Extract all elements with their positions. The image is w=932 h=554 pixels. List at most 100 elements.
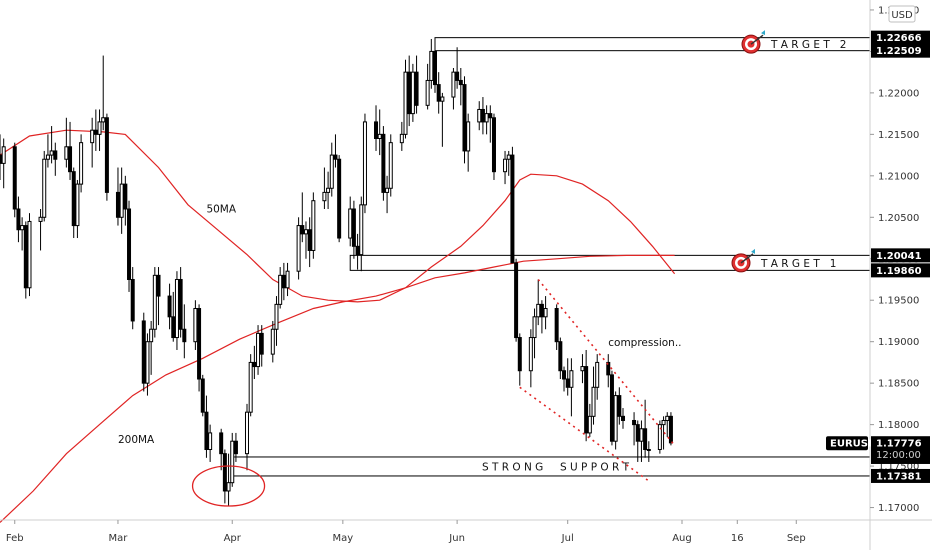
x-tick-label: Apr (224, 533, 242, 544)
candle-body-up (152, 274, 157, 330)
y-tick-label: 1.17500 (878, 462, 919, 473)
candle (466, 113, 471, 172)
candle (584, 349, 589, 442)
candle-body-down (374, 121, 379, 140)
candle (348, 196, 353, 247)
candle (119, 167, 124, 234)
candle-body-down (0, 154, 2, 164)
candle-body-down (204, 411, 209, 451)
candle (359, 196, 364, 272)
target-icon-feather (761, 30, 765, 36)
candle (333, 134, 338, 168)
candle (410, 63, 415, 122)
candle (595, 354, 600, 400)
x-tick-label: Feb (6, 533, 24, 544)
candle (322, 167, 327, 209)
candle-body-down (621, 415, 626, 421)
candle (222, 449, 227, 504)
y-tick-label: 1.17000 (878, 503, 919, 514)
x-tick-label: Jul (561, 533, 574, 544)
candle (278, 267, 283, 309)
candle (480, 97, 485, 135)
moving-averages-layer (0, 129, 676, 523)
candle-body-down (259, 332, 264, 355)
candle-body-down (141, 320, 146, 384)
candle (665, 412, 670, 438)
candle (337, 155, 342, 243)
candle-body-down (436, 84, 441, 102)
candle-body-down (71, 171, 76, 227)
candle-body-up (174, 278, 179, 339)
candle-body-down (93, 129, 98, 135)
candle-body-down (355, 245, 360, 256)
candle (90, 117, 95, 168)
candle-body-up (665, 415, 670, 421)
candle (451, 68, 456, 110)
candle-body-up (657, 424, 662, 451)
candle-body-down (635, 424, 640, 442)
candle-body-up (149, 328, 154, 343)
candle (591, 366, 596, 425)
zone-label: T A R G E T 2 (770, 39, 846, 51)
candle (362, 113, 367, 214)
candle (244, 403, 249, 471)
candle (93, 109, 98, 151)
price-tag (871, 43, 930, 58)
candle (1, 138, 6, 189)
candle-body-up (322, 191, 327, 202)
candle (617, 387, 622, 425)
candle (565, 358, 570, 396)
candle (385, 175, 390, 214)
candle (403, 59, 408, 139)
candle-body-down (668, 415, 673, 444)
target-icon-feather (751, 248, 755, 254)
x-tick-label: May (332, 533, 353, 544)
candle (436, 72, 441, 114)
candle-body-up (270, 328, 275, 355)
price-tag-label: 1.22509 (876, 46, 922, 57)
countdown-label: 12:00:00 (876, 450, 921, 461)
candle-body-up (591, 386, 596, 417)
candle (174, 271, 179, 350)
candle-body-up (119, 183, 124, 218)
y-tick-label: 1.20500 (878, 213, 919, 224)
candle (230, 432, 235, 487)
candle (145, 333, 150, 396)
candle-body-up (42, 158, 47, 218)
symbol-label: EURUSD (830, 439, 876, 450)
candle (506, 150, 511, 176)
candle (455, 47, 460, 89)
candle (377, 109, 382, 156)
target-icon-arrow (740, 253, 754, 264)
candle-body-up (440, 96, 445, 102)
candle (569, 358, 574, 417)
candle (532, 308, 537, 359)
candle-body-up (362, 121, 367, 206)
candle-body-up (20, 225, 25, 231)
candle-body-down (104, 117, 109, 193)
candle (0, 134, 2, 180)
candle (399, 121, 404, 151)
candle (488, 105, 493, 143)
annotations-layer: T A R G E T 2 T A R G E T 1 S T R O N G S … (118, 30, 846, 507)
candle-body-down (407, 71, 412, 115)
last-price-tag (871, 436, 930, 463)
candle-body-up (348, 208, 353, 239)
y-tick-label: 1.19500 (878, 296, 919, 307)
candle-body-up (661, 419, 666, 426)
candle (208, 424, 213, 462)
candle-body-up (27, 220, 32, 289)
candle-body-down (562, 370, 567, 380)
candle (554, 304, 559, 350)
candle-body-up (425, 79, 430, 106)
symbol-tag (826, 436, 868, 451)
price-tag (871, 263, 930, 278)
candle-body-down (488, 113, 493, 119)
candle (580, 354, 585, 384)
price-tag (871, 468, 930, 483)
price-tag (871, 30, 930, 45)
candle (407, 55, 412, 127)
